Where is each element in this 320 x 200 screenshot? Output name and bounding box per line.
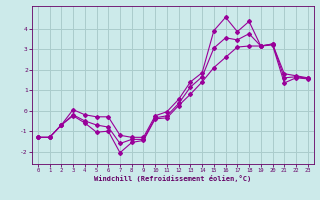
X-axis label: Windchill (Refroidissement éolien,°C): Windchill (Refroidissement éolien,°C) <box>94 175 252 182</box>
